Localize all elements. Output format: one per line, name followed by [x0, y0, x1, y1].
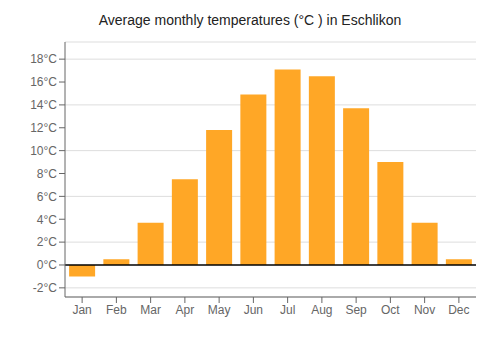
svg-text:Aug: Aug	[311, 303, 332, 317]
svg-text:14°C: 14°C	[30, 98, 57, 112]
svg-text:Mar: Mar	[140, 303, 161, 317]
svg-text:8°C: 8°C	[37, 167, 57, 181]
svg-text:16°C: 16°C	[30, 75, 57, 89]
svg-text:18°C: 18°C	[30, 52, 57, 66]
svg-text:May: May	[208, 303, 231, 317]
svg-text:Dec: Dec	[448, 303, 469, 317]
svg-text:12°C: 12°C	[30, 121, 57, 135]
svg-text:4°C: 4°C	[37, 213, 57, 227]
svg-text:Oct: Oct	[381, 303, 400, 317]
svg-text:Jun: Jun	[244, 303, 263, 317]
svg-text:0°C: 0°C	[37, 258, 57, 272]
svg-text:10°C: 10°C	[30, 144, 57, 158]
svg-text:Jan: Jan	[72, 303, 91, 317]
svg-text:-2°C: -2°C	[33, 281, 57, 295]
svg-text:Sep: Sep	[345, 303, 367, 317]
svg-text:Apr: Apr	[176, 303, 195, 317]
svg-text:Jul: Jul	[280, 303, 295, 317]
svg-text:6°C: 6°C	[37, 190, 57, 204]
svg-text:2°C: 2°C	[37, 235, 57, 249]
svg-text:Nov: Nov	[414, 303, 435, 317]
html-text:Average monthly temperatures (: Average monthly temperatures (°C ) in Es…	[98, 12, 402, 28]
svg-text:Feb: Feb	[106, 303, 127, 317]
